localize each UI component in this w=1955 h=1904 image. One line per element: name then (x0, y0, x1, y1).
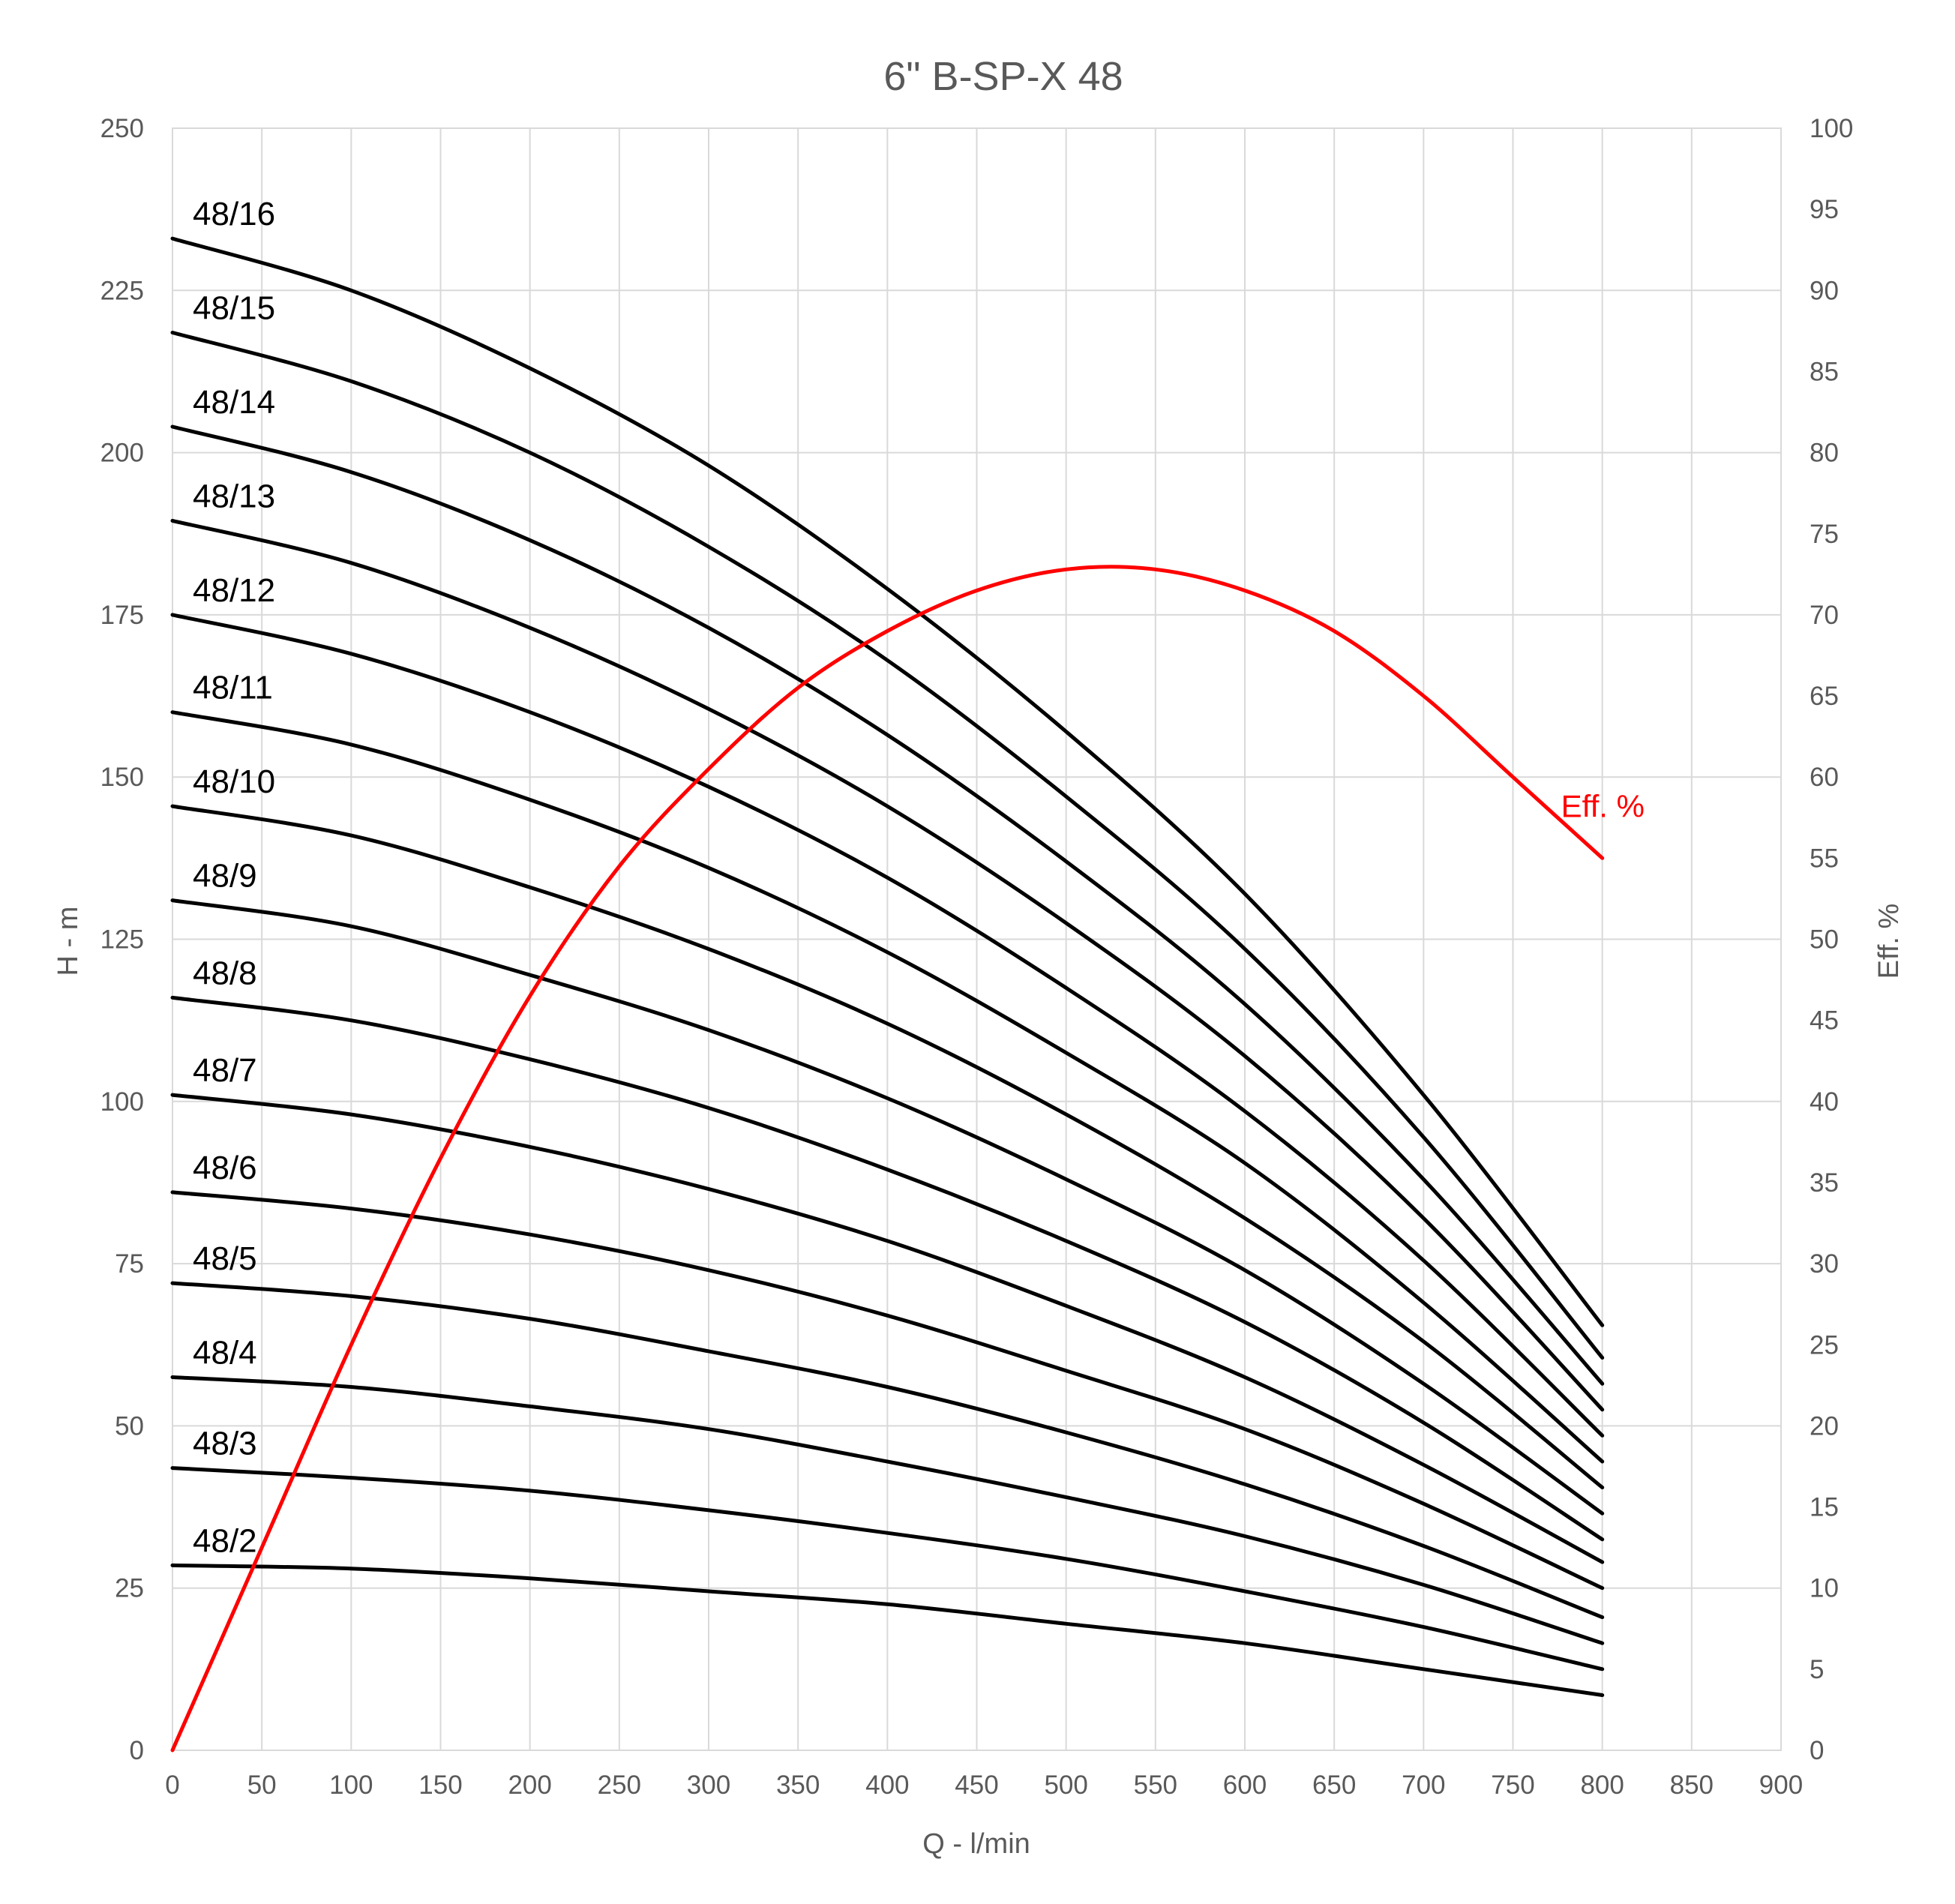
y2-tick-label: 70 (1810, 601, 1839, 630)
y2-tick-label: 15 (1810, 1493, 1839, 1522)
curve-label: 48/14 (193, 384, 275, 421)
y2-tick-labels: 0 5 10 15 20 25 30 35 40 45 50 55 60 65 70 75 80 85 90 95 10… (1810, 114, 1853, 1765)
efficiency-curve-line (170, 565, 1605, 1753)
x-tick-label: 900 (1759, 1771, 1803, 1800)
head-curve-line (170, 710, 1605, 1464)
head-curve-line (170, 424, 1605, 1386)
curve-label: 48/6 (193, 1150, 257, 1186)
y2-axis-label: Eff. % (1873, 904, 1905, 979)
curve-label: 48/11 (193, 670, 273, 706)
y2-tick-label: 60 (1810, 763, 1839, 792)
x-tick-label: 550 (1134, 1771, 1177, 1800)
head-curve-line (170, 331, 1605, 1360)
y-tick-label: 50 (115, 1411, 144, 1441)
curve-label: 48/10 (193, 763, 275, 800)
x-tick-label: 850 (1670, 1771, 1714, 1800)
y2-tick-label: 45 (1810, 1006, 1839, 1036)
y2-tick-label: 50 (1810, 925, 1839, 955)
y-tick-label: 175 (100, 601, 144, 630)
curve-label: 48/5 (193, 1240, 257, 1277)
x-tick-label: 450 (955, 1771, 998, 1800)
y2-tick-label: 80 (1810, 439, 1839, 468)
x-tick-label: 50 (247, 1771, 277, 1800)
x-tick-labels: 0 50 100 150 200 250 300 350 400 450 500 550 600 650 7… (165, 1771, 1803, 1800)
curve-label: 48/7 (193, 1052, 257, 1089)
y2-tick-label: 95 (1810, 195, 1839, 224)
curve-label: 48/3 (193, 1426, 257, 1462)
x-tick-label: 150 (418, 1771, 462, 1800)
efficiency-curve: Eff. % (170, 565, 1645, 1753)
y2-tick-label: 30 (1810, 1249, 1839, 1279)
y2-tick-label: 85 (1810, 357, 1839, 386)
x-axis-label: Q - l/min (922, 1828, 1030, 1860)
curve-label: 48/4 (193, 1335, 257, 1372)
head-curve-line (170, 1466, 1605, 1672)
y2-tick-label: 10 (1810, 1574, 1839, 1603)
y-tick-label: 100 (100, 1087, 144, 1117)
x-tick-label: 800 (1580, 1771, 1624, 1800)
y-tick-label: 75 (115, 1249, 144, 1279)
curve-label: 48/15 (193, 290, 275, 327)
head-curve-line (170, 1093, 1605, 1564)
curve-label: 48/8 (193, 955, 257, 991)
x-tick-label: 300 (687, 1771, 730, 1800)
head-curve-line (170, 1281, 1605, 1620)
curve-label: 48/2 (193, 1522, 257, 1559)
y-tick-label: 250 (100, 114, 144, 143)
head-curve-line (170, 1375, 1605, 1645)
head-curve-line (170, 236, 1605, 1327)
y2-tick-label: 5 (1810, 1655, 1824, 1684)
curve-label: 48/9 (193, 858, 257, 895)
y-tick-label: 25 (115, 1574, 144, 1603)
x-tick-label: 700 (1402, 1771, 1445, 1800)
y2-tick-label: 0 (1810, 1736, 1824, 1765)
x-tick-label: 250 (598, 1771, 641, 1800)
y2-tick-label: 20 (1810, 1411, 1839, 1441)
curve-label: 48/12 (193, 572, 275, 609)
head-curve-line (170, 804, 1605, 1490)
curve-label: 48/13 (193, 478, 275, 514)
y-tick-label: 150 (100, 763, 144, 792)
plot-area (172, 127, 1782, 1751)
head-curve-line (170, 1563, 1605, 1697)
x-tick-label: 0 (165, 1771, 179, 1800)
chart-title: 6" B-SP-X 48 (883, 54, 1123, 99)
x-tick-label: 400 (865, 1771, 909, 1800)
y-tick-labels: 0 25 50 75 100 125 150 175 200 225 250 (100, 114, 144, 1765)
y2-tick-label: 25 (1810, 1330, 1839, 1360)
head-curve-line (170, 898, 1605, 1516)
y2-tick-label: 65 (1810, 682, 1839, 711)
x-tick-label: 350 (776, 1771, 820, 1800)
curve-label: 48/16 (193, 196, 275, 232)
y-tick-label: 200 (100, 439, 144, 468)
y-tick-label: 125 (100, 925, 144, 955)
x-tick-label: 750 (1491, 1771, 1534, 1800)
head-curve-line (170, 613, 1605, 1438)
y2-tick-label: 40 (1810, 1087, 1839, 1117)
head-curve-line (170, 995, 1605, 1542)
y2-tick-label: 90 (1810, 276, 1839, 305)
y2-tick-label: 55 (1810, 844, 1839, 873)
curve-labels: 48/16 48/15 48/14 48/13 48/12 48/11 48/10 48/9 4… (193, 196, 275, 1559)
head-curves (170, 236, 1605, 1697)
y2-tick-label: 35 (1810, 1168, 1839, 1198)
efficiency-label: Eff. % (1561, 788, 1645, 823)
y2-tick-label: 100 (1810, 114, 1853, 143)
x-tick-label: 500 (1044, 1771, 1087, 1800)
x-tick-label: 100 (329, 1771, 373, 1800)
y-tick-label: 0 (130, 1736, 144, 1765)
y-axis-label: H - m (52, 907, 84, 976)
x-tick-label: 650 (1312, 1771, 1356, 1800)
y2-tick-label: 75 (1810, 520, 1839, 549)
head-curve-line (170, 518, 1605, 1412)
x-tick-label: 600 (1223, 1771, 1267, 1800)
y-tick-label: 225 (100, 276, 144, 305)
x-tick-label: 200 (508, 1771, 551, 1800)
